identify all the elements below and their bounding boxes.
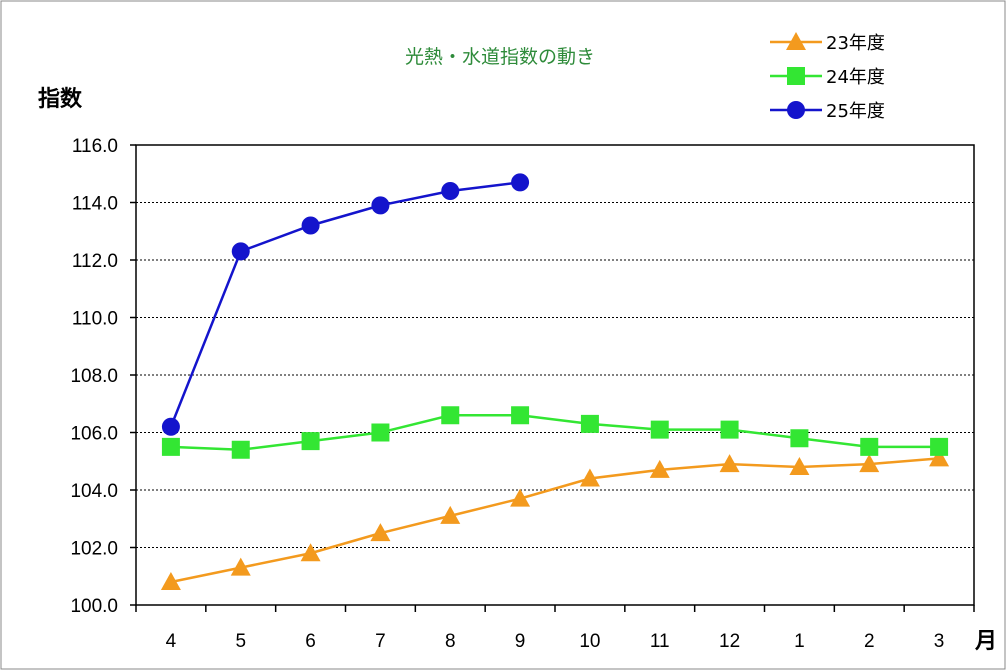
series-layer [160, 173, 950, 590]
data-point [160, 572, 181, 590]
legend-marker [786, 32, 806, 50]
series-line [169, 181, 521, 428]
data-point [860, 437, 879, 456]
legend-marker [787, 101, 805, 119]
x-tick-label: 11 [650, 631, 670, 652]
y-tick-label: 116.0 [72, 136, 118, 157]
x-tick-label: 2 [864, 631, 875, 652]
y-tick-label: 110.0 [72, 309, 118, 330]
data-point [719, 454, 740, 473]
x-tick-label: 1 [794, 631, 805, 652]
legend-item: 25年度 [770, 101, 885, 122]
y-tick-label: 108.0 [70, 366, 118, 387]
chart-title: 光熱・水道指数の動き [405, 46, 595, 68]
data-point [300, 543, 321, 562]
y-tick-label: 114.0 [72, 194, 118, 215]
x-axis-ticks: 4 5 6 7 8 9 10 11 12 1 2 3 [135, 605, 975, 652]
data-point [301, 216, 320, 235]
data-point [930, 437, 949, 456]
y-tick-label: 102.0 [70, 539, 118, 560]
data-point [230, 557, 251, 576]
series-3 [161, 173, 530, 436]
x-tick-label: 8 [445, 631, 456, 652]
data-point [511, 406, 530, 425]
data-point [161, 417, 180, 436]
x-tick-label: 7 [375, 631, 386, 652]
data-point [650, 420, 669, 439]
x-axis-title: 月 [974, 629, 997, 654]
y-tick-label: 106.0 [70, 424, 118, 445]
data-point [161, 437, 180, 456]
data-point [929, 448, 950, 467]
x-tick-label: 4 [166, 631, 177, 652]
data-point [231, 242, 250, 261]
data-point [371, 423, 390, 442]
y-tick-label: 100.0 [70, 596, 118, 617]
data-point [790, 429, 809, 448]
data-point [510, 488, 531, 507]
data-point [301, 432, 320, 451]
y-tick-label: 112.0 [72, 251, 118, 272]
data-point [371, 196, 390, 215]
data-point [441, 182, 460, 200]
data-point [370, 523, 391, 542]
x-tick-label: 12 [719, 631, 740, 652]
series-2 [161, 406, 949, 459]
data-point [231, 440, 250, 459]
data-point [579, 468, 600, 487]
legend-label: 23年度 [826, 33, 885, 54]
y-tick-label: 104.0 [70, 481, 118, 502]
legend-label: 24年度 [826, 67, 885, 88]
x-tick-label: 5 [235, 631, 246, 652]
data-point [859, 454, 880, 473]
legend-item: 24年度 [770, 67, 885, 88]
legend-marker [787, 67, 805, 85]
series-1 [160, 448, 950, 590]
series-line [170, 414, 940, 452]
series-line [170, 457, 940, 584]
data-point [440, 505, 461, 524]
data-point [511, 173, 530, 192]
y-axis-ticks: 100.0 102.0 104.0 106.0 108.0 110.0 112.0 114.0… [70, 136, 136, 617]
y-axis-title: 指数 [38, 86, 83, 112]
x-tick-label: 3 [934, 631, 945, 652]
data-point [580, 414, 599, 433]
legend: 23年度 24年度 25年度 [770, 32, 885, 122]
data-point [441, 406, 460, 425]
x-tick-label: 6 [305, 631, 316, 652]
data-point [649, 459, 670, 478]
data-point [720, 420, 739, 439]
data-point [789, 457, 810, 475]
legend-item: 23年度 [770, 32, 885, 54]
legend-label: 25年度 [826, 101, 885, 122]
x-tick-label: 10 [579, 631, 600, 652]
x-tick-label: 9 [515, 631, 526, 652]
